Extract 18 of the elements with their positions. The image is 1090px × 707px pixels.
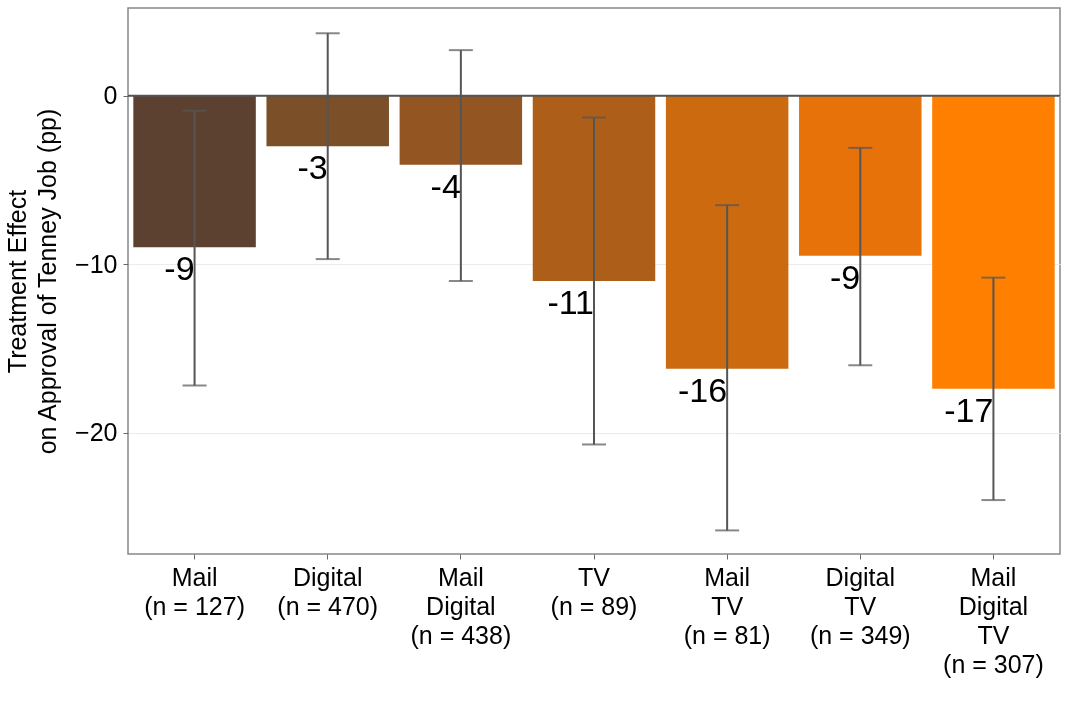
data-label: -16: [678, 370, 728, 409]
x-tick-label: Mail Digital (n = 438): [410, 562, 512, 649]
y-tick-label: −20: [75, 418, 118, 447]
data-label: -11: [547, 283, 594, 321]
y-tick-label: 0: [103, 81, 118, 110]
x-tick-label: TV (n = 89): [550, 562, 638, 620]
y-tick-label: −10: [75, 249, 118, 278]
x-tick-label: Digital TV (n = 349): [809, 562, 911, 649]
x-tick-label: Mail Digital TV (n = 307): [943, 562, 1044, 678]
data-label: -4: [430, 166, 461, 205]
y-axis-title: Treatment Effect on Approval of Tenney Job (pp): [3, 108, 62, 455]
data-label: -9: [830, 257, 861, 296]
x-tick-label: Digital (n = 470): [277, 562, 379, 620]
data-label: -9: [164, 249, 195, 288]
x-tick-label: Mail TV (n = 81): [683, 562, 771, 649]
data-label: -17: [944, 390, 994, 429]
data-label: -3: [297, 148, 328, 187]
x-tick-label: Mail (n = 127): [144, 562, 245, 620]
